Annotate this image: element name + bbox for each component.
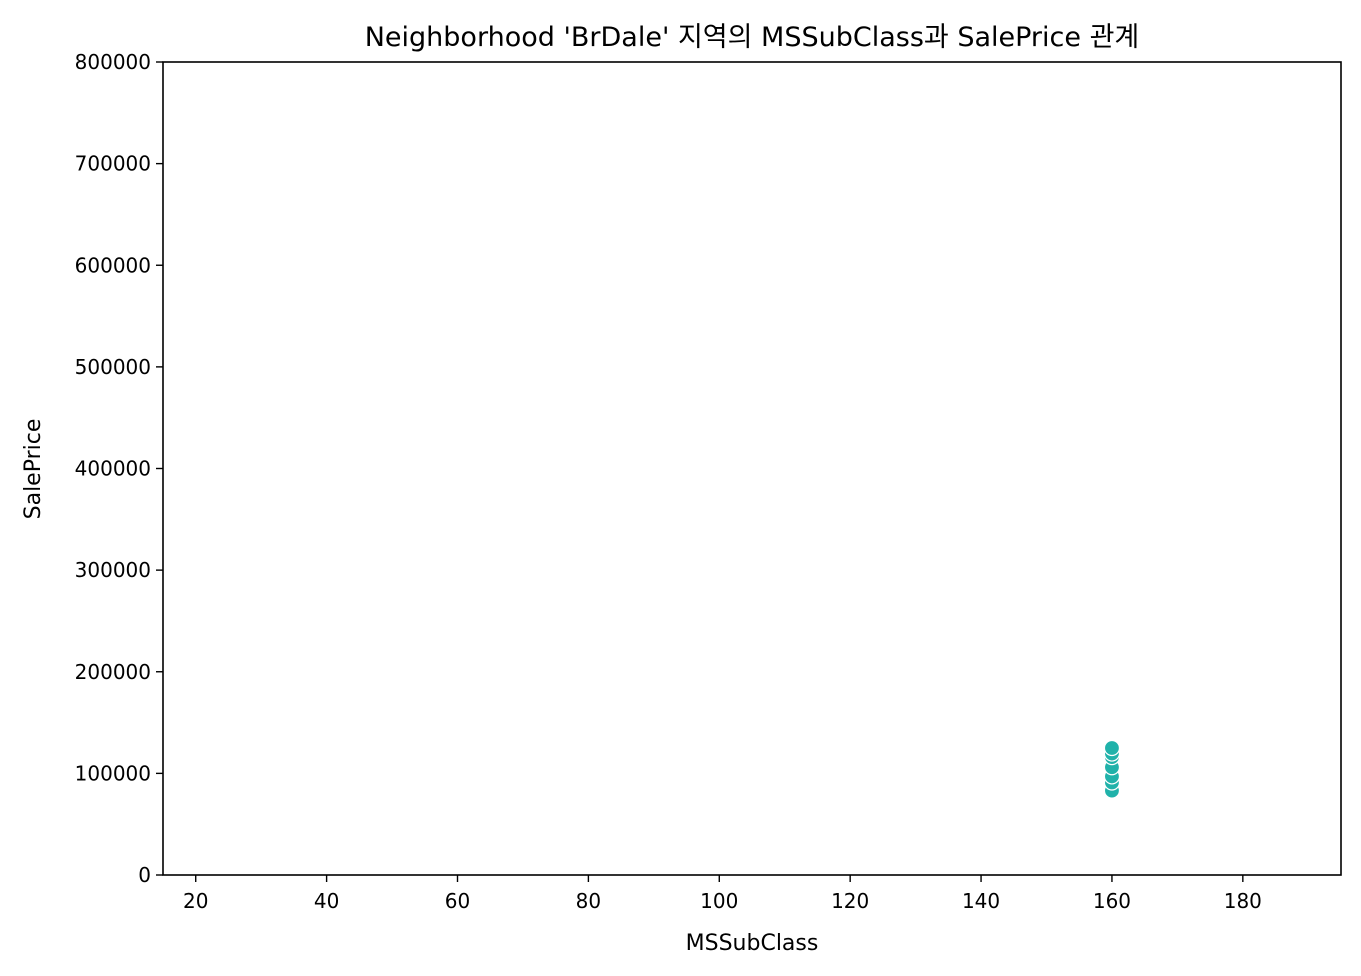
y-tick-label: 0 — [138, 863, 151, 887]
x-tick-label: 160 — [1093, 889, 1131, 913]
x-tick-label: 140 — [962, 889, 1000, 913]
y-tick-label: 800000 — [75, 50, 151, 74]
points-layer — [1103, 739, 1121, 799]
y-axis-label: SalePrice — [21, 419, 46, 520]
x-tick-label: 60 — [445, 889, 470, 913]
y-tick-label: 500000 — [75, 355, 151, 379]
x-axis-ticks: 20 40 60 80 100 120 140 160 180 — [183, 875, 1262, 913]
x-tick-label: 40 — [314, 889, 339, 913]
data-point — [1103, 739, 1121, 757]
y-tick-label: 700000 — [75, 152, 151, 176]
x-tick-label: 120 — [831, 889, 869, 913]
x-tick-label: 100 — [700, 889, 738, 913]
y-axis-ticks: 0 100000 200000 300000 400000 500000 600000 700… — [75, 50, 163, 887]
y-tick-label: 100000 — [75, 761, 151, 785]
x-tick-label: 180 — [1224, 889, 1262, 913]
x-tick-label: 80 — [576, 889, 601, 913]
x-tick-label: 20 — [183, 889, 208, 913]
y-tick-label: 300000 — [75, 558, 151, 582]
y-tick-label: 400000 — [75, 457, 151, 481]
x-axis-label: MSSubClass — [686, 931, 819, 956]
chart-title: Neighborhood 'BrDale' 지역의 MSSubClass과 Sa… — [365, 22, 1140, 53]
y-tick-label: 600000 — [75, 253, 151, 277]
y-tick-label: 200000 — [75, 660, 151, 684]
